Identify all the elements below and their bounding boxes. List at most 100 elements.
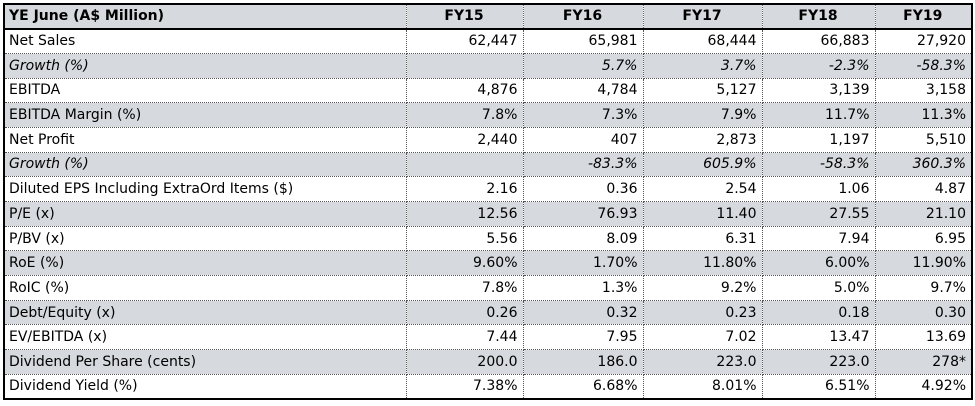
cell-value: 9.7%	[875, 275, 972, 301]
row-label: Dividend Yield (%)	[4, 374, 407, 399]
cell-value	[406, 53, 524, 79]
cell-value: 11.90%	[875, 250, 972, 277]
cell-value: -2.3%	[762, 53, 876, 79]
cell-value: 5,510	[875, 127, 972, 153]
table-row: Net Profit 2,440 407 2,873 1,197 5,510	[4, 127, 972, 153]
cell-value: 6.68%	[523, 374, 644, 399]
cell-value: 7.02	[643, 324, 763, 351]
financial-summary-table: YE June (A$ Million) FY15 FY16 FY17 FY18…	[3, 3, 973, 400]
cell-value: 0.26	[406, 300, 524, 326]
cell-value: 7.8%	[406, 275, 524, 301]
table-row: P/BV (x) 5.56 8.09 6.31 7.94 6.95	[4, 226, 972, 252]
cell-value: 7.44	[406, 324, 524, 351]
cell-value: 7.94	[762, 226, 876, 252]
cell-value: 0.18	[762, 300, 876, 326]
cell-value: 5,127	[643, 78, 763, 104]
cell-value	[406, 152, 524, 178]
cell-value: 360.3%	[875, 152, 972, 178]
header-fy18: FY18	[762, 4, 876, 30]
cell-value: 7.3%	[523, 102, 644, 128]
header-label-cell: YE June (A$ Million)	[4, 4, 407, 30]
cell-value: 1,197	[762, 127, 876, 153]
cell-value: -83.3%	[523, 152, 644, 178]
table-row: Dividend Yield (%) 7.38% 6.68% 8.01% 6.51% 4.…	[4, 374, 972, 399]
table-body: Net Sales 62,447 65,981 68,444 66,883 27,920 G…	[4, 28, 972, 399]
cell-value: 2.54	[643, 176, 763, 202]
cell-value: 1.70%	[523, 250, 644, 277]
cell-value: 0.23	[643, 300, 763, 326]
row-label: EBITDA	[4, 78, 407, 104]
cell-value: 7.8%	[406, 102, 524, 128]
cell-value: 1.06	[762, 176, 876, 202]
cell-value: 6.51%	[762, 374, 876, 399]
row-label: EV/EBITDA (x)	[4, 324, 407, 351]
header-fy19: FY19	[875, 4, 972, 30]
cell-value: -58.3%	[875, 53, 972, 79]
table-row: Growth (%) -83.3% 605.9% -58.3% 360.3%	[4, 152, 972, 178]
cell-value: 4,876	[406, 78, 524, 104]
table-row: P/E (x) 12.56 76.93 11.40 27.55 21.10	[4, 201, 972, 227]
cell-value: 7.9%	[643, 102, 763, 128]
row-label: EBITDA Margin (%)	[4, 102, 407, 128]
table-header-row: YE June (A$ Million) FY15 FY16 FY17 FY18…	[4, 4, 972, 30]
cell-value: 21.10	[875, 201, 972, 227]
row-label: Dividend Per Share (cents)	[4, 349, 407, 375]
row-label: Net Sales	[4, 28, 407, 54]
row-label: Net Profit	[4, 127, 407, 153]
row-label: P/BV (x)	[4, 226, 407, 252]
cell-value: 13.47	[762, 324, 876, 351]
cell-value: 2,873	[643, 127, 763, 153]
cell-value: 11.40	[643, 201, 763, 227]
cell-value: 12.56	[406, 201, 524, 227]
row-label: Debt/Equity (x)	[4, 300, 407, 326]
table-row: RoIC (%) 7.8% 1.3% 9.2% 5.0% 9.7%	[4, 275, 972, 301]
cell-value: 66,883	[762, 28, 876, 54]
cell-value: 4,784	[523, 78, 644, 104]
cell-value: 9.2%	[643, 275, 763, 301]
cell-value: 5.7%	[523, 53, 644, 79]
cell-value: 0.30	[875, 300, 972, 326]
cell-value: 11.7%	[762, 102, 876, 128]
header-fy16: FY16	[523, 4, 644, 30]
table-row: EBITDA Margin (%) 7.8% 7.3% 7.9% 11.7% 11.3%	[4, 102, 972, 128]
header-fy15: FY15	[406, 4, 524, 30]
cell-value: 8.09	[523, 226, 644, 252]
cell-value: 407	[523, 127, 644, 153]
table-row: EBITDA 4,876 4,784 5,127 3,139 3,158	[4, 78, 972, 104]
cell-value: 7.38%	[406, 374, 524, 399]
cell-value: 68,444	[643, 28, 763, 54]
cell-value: 6.00%	[762, 250, 876, 277]
cell-value: 200.0	[406, 349, 524, 375]
cell-value: 4.92%	[921, 378, 966, 395]
cell-value: 6.31	[643, 226, 763, 252]
row-label: RoE (%)	[4, 250, 407, 277]
financial-table-container: YE June (A$ Million) FY15 FY16 FY17 FY18…	[3, 3, 973, 400]
table-row: Debt/Equity (x) 0.26 0.32 0.23 0.18 0.30	[4, 300, 972, 326]
cell-value: 62,447	[406, 28, 524, 54]
cell-value: 278*	[875, 349, 972, 375]
cell-value: 3,139	[762, 78, 876, 104]
cell-value: 223.0	[762, 349, 876, 375]
cell-value: 3.7%	[643, 53, 763, 79]
table-row: EV/EBITDA (x) 7.44 7.95 7.02 13.47 13.69	[4, 324, 972, 351]
row-label: RoIC (%)	[4, 275, 407, 301]
row-label: Diluted EPS Including ExtraOrd Items ($)	[4, 176, 407, 202]
table-row: Diluted EPS Including ExtraOrd Items ($)…	[4, 176, 972, 202]
cell-value: 11.80%	[643, 250, 763, 277]
cell-value: 0.32	[523, 300, 644, 326]
cell-value: 11.3%	[875, 102, 972, 128]
cell-value: 7.95	[523, 324, 644, 351]
table-row: Dividend Per Share (cents) 200.0 186.0 223.…	[4, 349, 972, 375]
cell-value: 0.36	[523, 176, 644, 202]
row-label: Growth (%)	[4, 53, 407, 79]
cell-value: 1.3%	[523, 275, 644, 301]
cell-value: 605.9%	[643, 152, 763, 178]
cell-value: 76.93	[523, 201, 644, 227]
header-fy17: FY17	[643, 4, 763, 30]
cell-value: 4.87	[875, 176, 972, 202]
cell-value: 3,158	[875, 78, 972, 104]
table-row: Net Sales 62,447 65,981 68,444 66,883 27,920	[4, 28, 972, 54]
table-row: Growth (%) 5.7% 3.7% -2.3% -58.3%	[4, 53, 972, 79]
table-row: RoE (%) 9.60% 1.70% 11.80% 6.00% 11.90%	[4, 250, 972, 277]
cell-value: 6.95	[875, 226, 972, 252]
